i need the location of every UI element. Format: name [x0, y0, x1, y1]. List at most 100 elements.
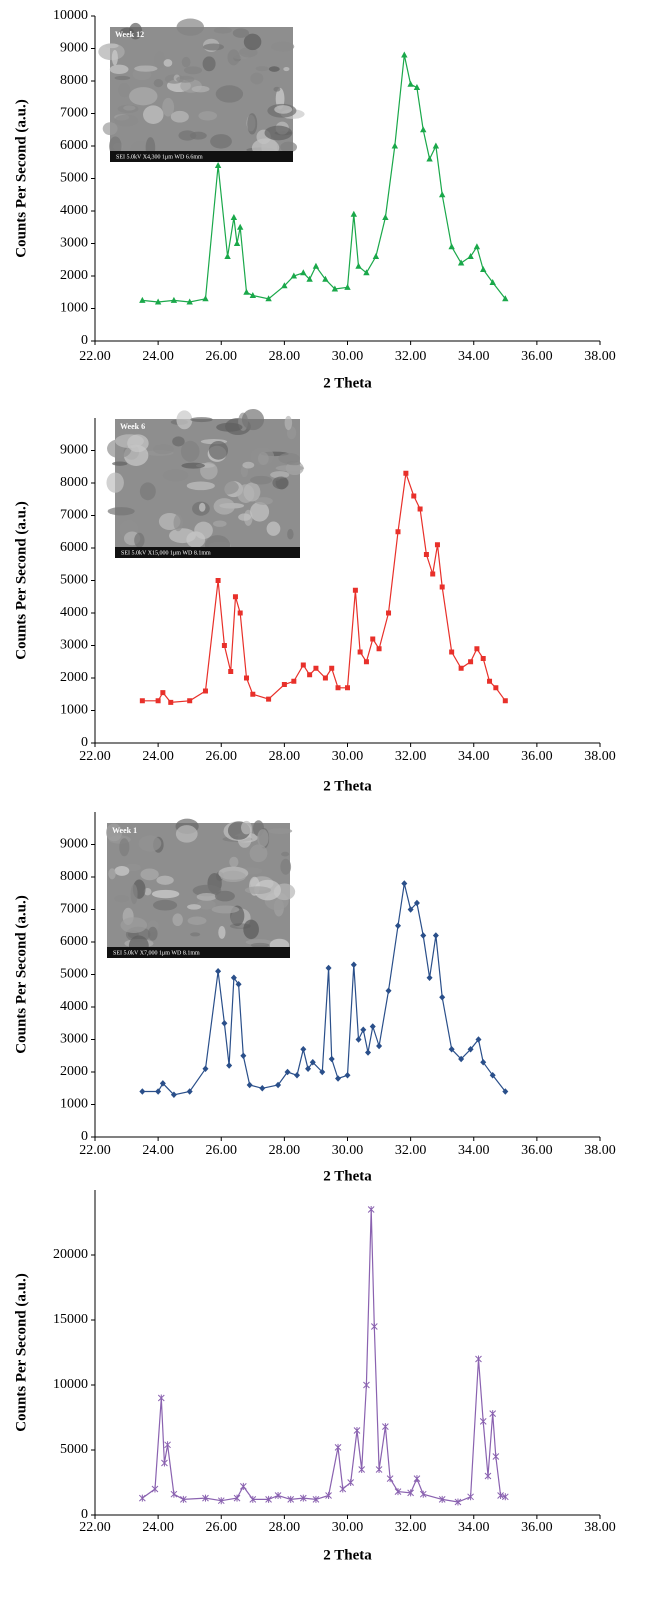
x-tick-label: 26.00 — [206, 749, 238, 764]
y-tick-label: 0 — [81, 1129, 88, 1144]
inset-texture — [250, 942, 270, 948]
inset-texture — [271, 41, 295, 52]
y-tick-label: 2000 — [60, 1064, 88, 1079]
data-point — [186, 298, 193, 305]
x-tick-label: 30.00 — [332, 1143, 364, 1158]
data-point — [240, 1052, 247, 1059]
inset-texture — [173, 514, 183, 532]
inset-label: Week 12 — [115, 30, 144, 39]
data-point — [350, 961, 357, 968]
data-point — [155, 1088, 162, 1095]
data-point — [187, 698, 193, 704]
inset-bar — [107, 947, 290, 958]
data-point — [228, 669, 234, 674]
data-point — [489, 279, 496, 285]
data-point — [375, 1466, 383, 1473]
inset-texture — [243, 919, 259, 940]
inset-texture — [213, 27, 232, 34]
data-point — [487, 678, 493, 684]
data-point — [489, 1072, 496, 1079]
inset-texture — [156, 875, 174, 885]
inset-texture — [125, 863, 141, 872]
data-point — [407, 1489, 414, 1497]
data-point — [480, 1059, 487, 1066]
data-point — [339, 1485, 347, 1493]
inset-texture — [106, 472, 124, 493]
data-point — [294, 1072, 300, 1079]
data-point — [420, 932, 427, 939]
data-point — [457, 259, 465, 266]
inset-texture — [129, 87, 158, 106]
inset-texture — [250, 447, 275, 466]
data-point — [448, 243, 455, 250]
data-point — [305, 1065, 312, 1072]
y-tick-label: 1000 — [60, 1097, 88, 1112]
inset-texture — [183, 66, 203, 75]
x-axis-title: 2 Theta — [323, 1168, 372, 1184]
data-point — [345, 685, 350, 691]
inset-texture — [152, 899, 178, 911]
data-point — [449, 649, 455, 655]
data-point — [164, 1441, 171, 1449]
inset-texture — [270, 471, 290, 479]
y-tick-label: 5000 — [60, 1442, 88, 1457]
data-point — [290, 272, 298, 279]
data-point — [352, 587, 358, 593]
data-point — [413, 84, 421, 90]
data-point — [492, 1453, 500, 1460]
data-point — [382, 1423, 389, 1431]
x-tick-label: 22.00 — [79, 349, 111, 364]
inset-texture — [190, 932, 201, 937]
data-point — [355, 1036, 362, 1043]
data-point — [497, 1492, 504, 1499]
data-point — [306, 275, 313, 282]
data-point — [454, 1498, 462, 1506]
inset-texture — [114, 75, 131, 81]
data-point — [438, 191, 446, 198]
inset-texture — [202, 56, 216, 72]
data-point — [439, 584, 445, 590]
data-point — [307, 672, 313, 678]
inset-texture — [190, 417, 213, 423]
data-point — [328, 1055, 335, 1063]
inset-texture — [175, 825, 198, 843]
y-tick-label: 8000 — [60, 73, 88, 88]
inset-texture — [264, 125, 293, 141]
y-tick-label: 1000 — [60, 703, 88, 718]
data-point — [300, 269, 307, 276]
x-tick-label: 22.00 — [79, 1520, 111, 1535]
x-tick-label: 34.00 — [458, 349, 490, 364]
inset-texture — [172, 436, 185, 447]
data-point — [360, 1026, 367, 1033]
inset-texture — [238, 513, 252, 521]
inset-texture — [108, 868, 116, 880]
data-point — [214, 162, 222, 168]
data-point — [202, 688, 208, 694]
data-point — [365, 1049, 372, 1056]
data-point — [322, 275, 329, 282]
data-point — [484, 1472, 492, 1480]
y-tick-label: 4000 — [60, 999, 88, 1014]
inset-texture — [154, 51, 166, 69]
inset-texture — [215, 85, 244, 103]
inset-texture — [247, 113, 258, 135]
inset-texture — [254, 497, 273, 505]
data-point — [139, 1088, 146, 1095]
inset-texture — [220, 870, 246, 883]
data-point — [230, 974, 237, 981]
inset-texture — [214, 479, 239, 495]
data-point — [239, 1482, 247, 1490]
data-point — [202, 295, 209, 302]
inset-texture — [111, 49, 118, 66]
inset-texture — [163, 59, 173, 67]
inset-bar — [115, 547, 300, 558]
y-axis-title: Counts Per Second (a.u.) — [13, 895, 29, 1053]
x-tick-label: 22.00 — [79, 1143, 111, 1158]
inset-texture — [109, 64, 129, 75]
data-point — [180, 1495, 187, 1503]
inset-texture — [266, 521, 281, 536]
data-point — [493, 685, 499, 691]
x-tick-label: 24.00 — [142, 1143, 174, 1158]
y-tick-label: 7000 — [60, 902, 88, 917]
data-point — [236, 223, 244, 230]
